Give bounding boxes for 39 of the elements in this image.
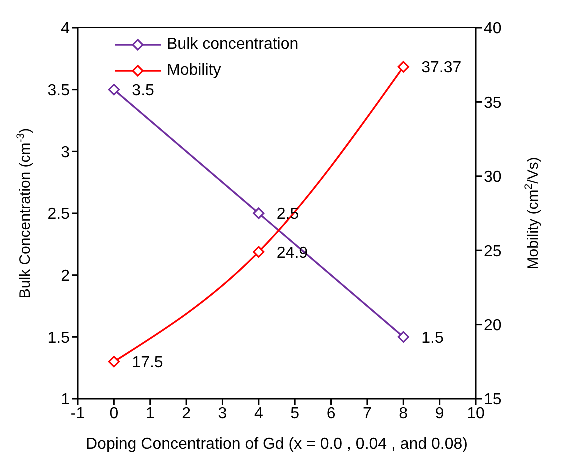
x-tick-label: 5: [290, 405, 300, 422]
point: [108, 356, 120, 368]
x-tick-label: 4: [254, 405, 264, 422]
x-axis-title: Doping Concentration of Gd (x = 0.0 , 0.04 , and 0.08): [86, 436, 468, 453]
x-tick-label: 7: [363, 405, 372, 422]
y2-tick-label: 20: [484, 317, 502, 334]
y-tick-label: 2: [61, 268, 70, 286]
x-tick-label: 0: [110, 405, 119, 422]
data-label: 37.37: [422, 60, 462, 77]
data-label: 3.5: [132, 82, 155, 100]
point: [398, 61, 410, 73]
y2-tick-label: 40: [484, 20, 502, 38]
y2-tick-label: 15: [484, 392, 502, 409]
x-tick-label: -1: [70, 405, 86, 422]
x-tick-label: 8: [399, 405, 408, 422]
y-tick-label: 1.5: [48, 330, 70, 347]
y2-tick-label: 25: [484, 243, 502, 260]
y-tick-label: 4: [61, 20, 70, 38]
legend-label: Mobility: [167, 62, 222, 80]
point: [253, 208, 265, 220]
x-tick-label: 1: [146, 405, 155, 422]
y-tick-label: 3: [61, 144, 70, 162]
x-tick-label: 9: [435, 405, 444, 422]
y-tick-label: 2.5: [48, 206, 70, 224]
data-label: 24.9: [276, 244, 308, 262]
y2-tick-label: 30: [484, 169, 502, 186]
data-label: 1.5: [422, 330, 444, 347]
x-tick-label: 6: [326, 405, 336, 422]
point: [108, 84, 120, 96]
x-tick-label: 3: [218, 405, 228, 422]
y-tick-label: 1: [61, 392, 70, 409]
y-tick-label: 3.5: [48, 82, 70, 100]
y2-tick-label: 35: [484, 94, 502, 112]
x-tick-label: 10: [467, 405, 485, 422]
point: [253, 246, 265, 258]
point: [398, 331, 410, 343]
x-tick-label: 2: [182, 405, 192, 422]
data-label: 17.5: [132, 354, 164, 372]
legend-label: Bulk concentration: [167, 36, 299, 54]
